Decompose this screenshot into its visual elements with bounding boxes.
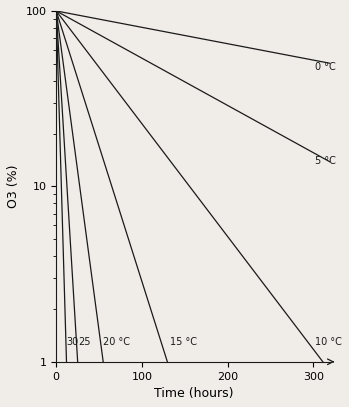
Text: 20 °C: 20 °C (103, 337, 130, 347)
X-axis label: Time (hours): Time (hours) (154, 387, 233, 400)
Text: 25: 25 (79, 337, 91, 347)
Text: 10 °C: 10 °C (315, 337, 342, 347)
Text: 15 °C: 15 °C (170, 337, 197, 347)
Text: 0 °C: 0 °C (315, 62, 336, 72)
Text: 5 °C: 5 °C (315, 156, 336, 166)
Text: 30: 30 (67, 337, 79, 347)
Y-axis label: O3 (%): O3 (%) (7, 164, 20, 208)
